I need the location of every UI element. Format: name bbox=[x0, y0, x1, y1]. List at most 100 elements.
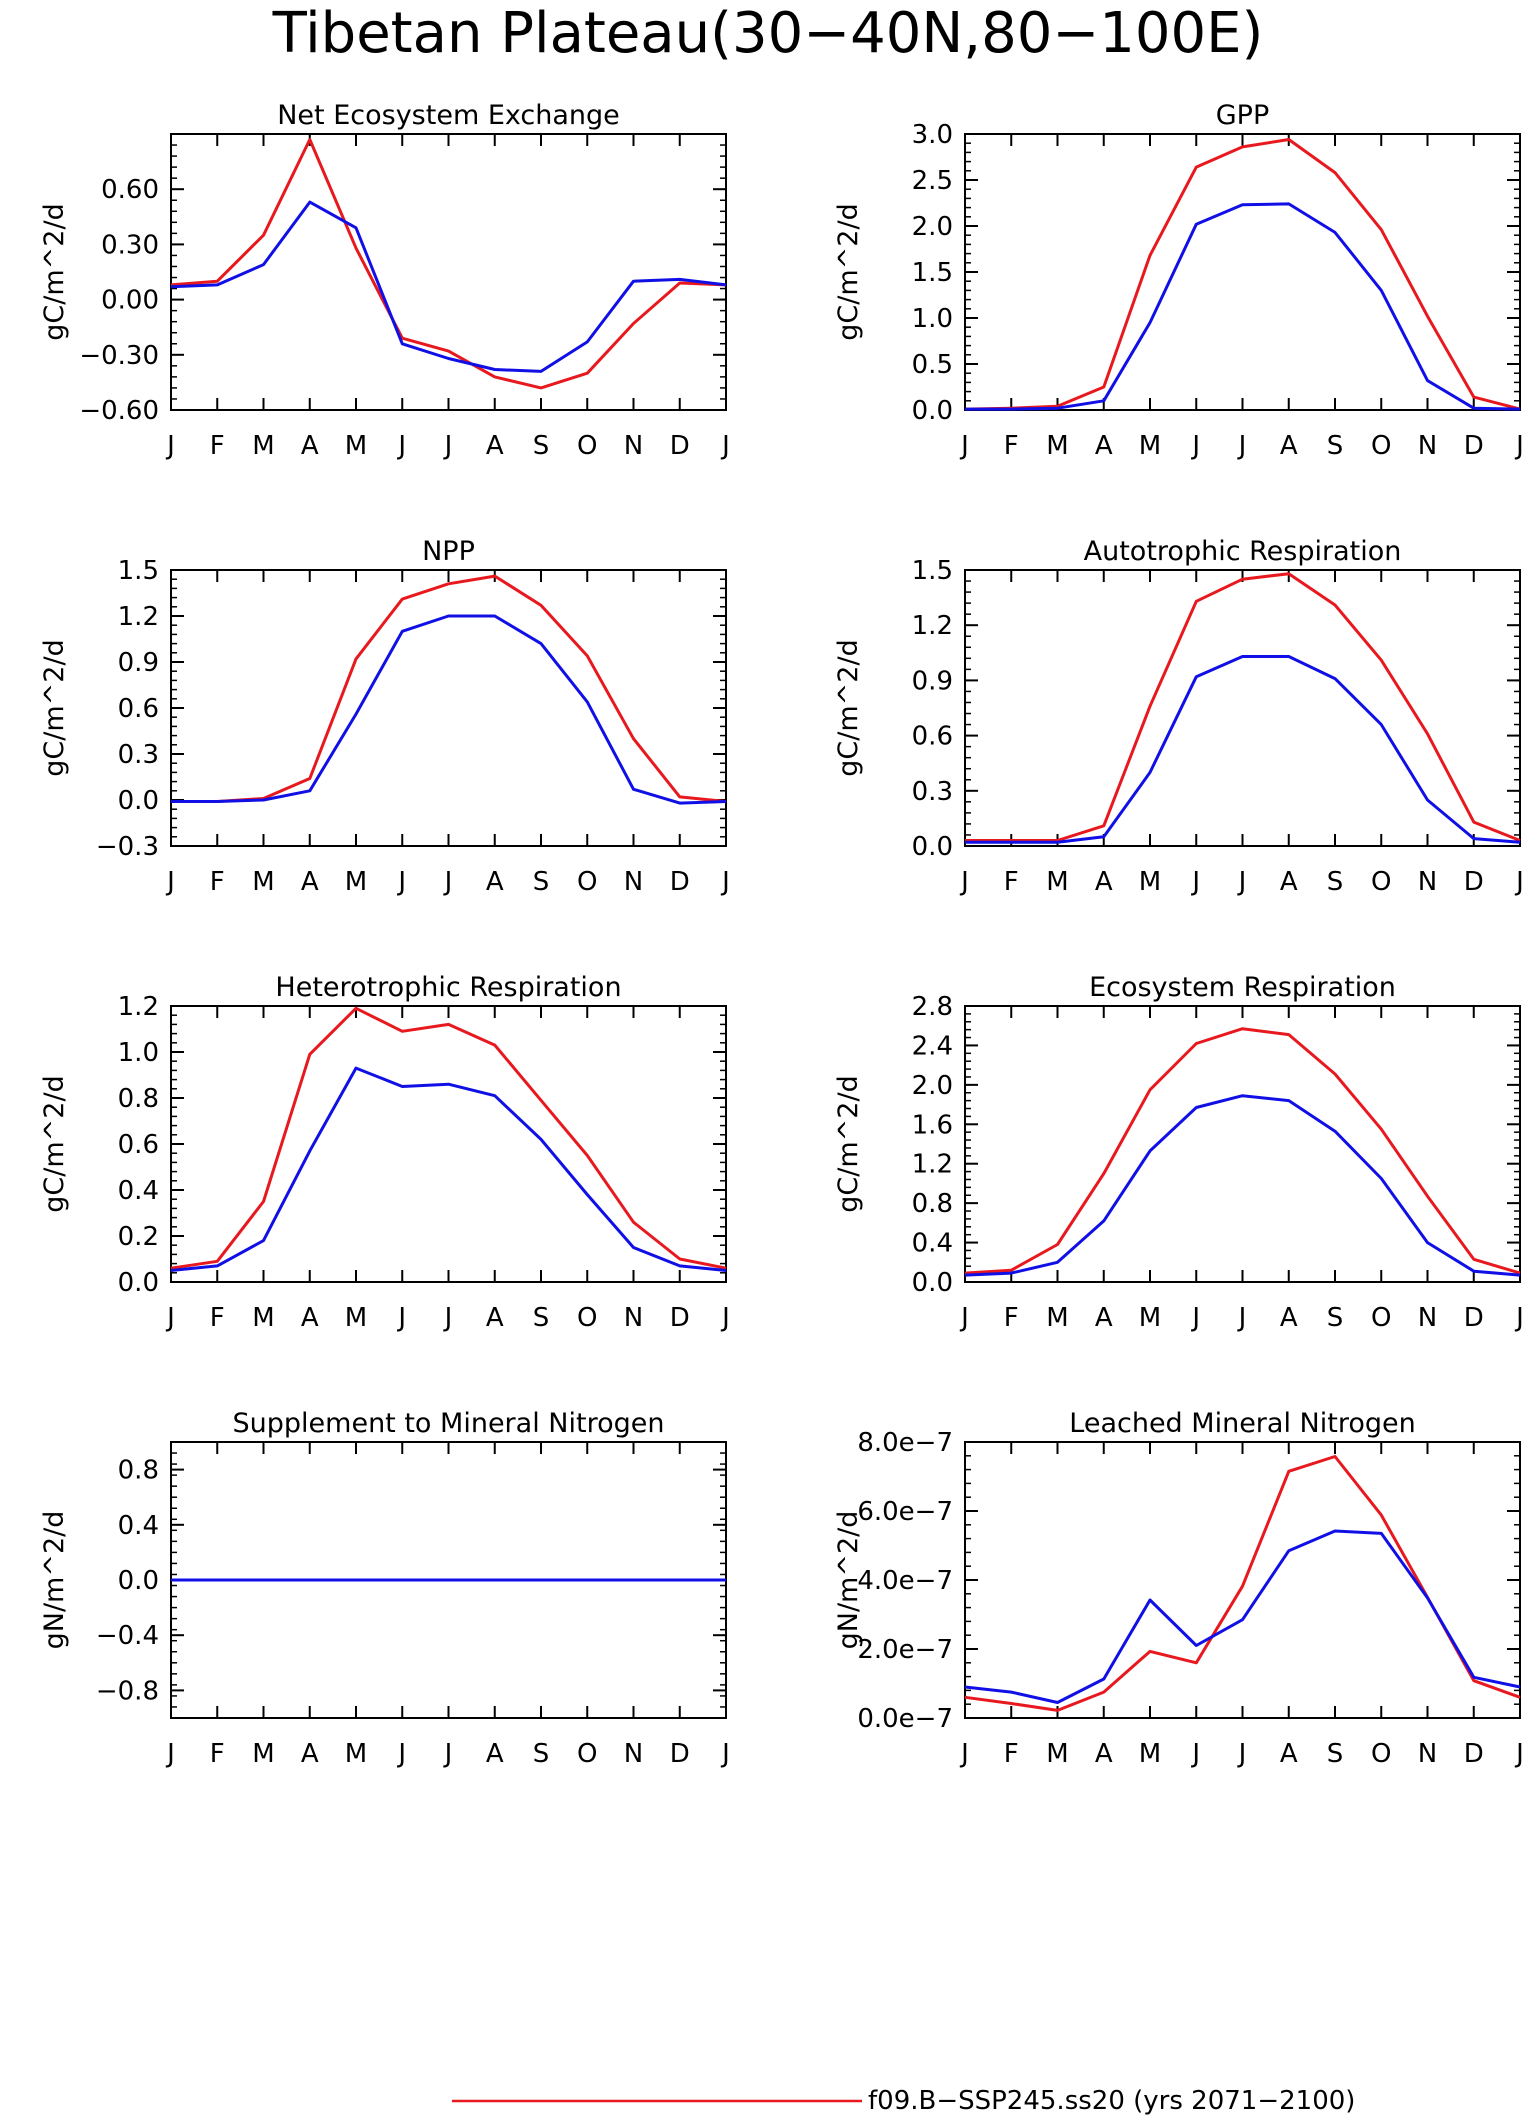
x-tick-label: J bbox=[720, 1303, 730, 1333]
x-tick-label: N bbox=[624, 1739, 643, 1769]
y-tick-label: 0.6 bbox=[118, 694, 159, 724]
x-tick-label: M bbox=[1139, 431, 1161, 461]
y-tick-label: 6.0e−7 bbox=[857, 1497, 953, 1527]
x-tick-label: D bbox=[1464, 867, 1484, 897]
y-tick-label: 4.0e−7 bbox=[857, 1566, 953, 1596]
y-tick-label: −0.30 bbox=[79, 341, 159, 371]
x-tick-label: A bbox=[1280, 431, 1298, 461]
plot-frame bbox=[170, 569, 727, 847]
y-tick-label: 0.0 bbox=[118, 1268, 159, 1298]
x-tick-label: A bbox=[486, 431, 504, 461]
x-tick-label: M bbox=[345, 867, 367, 897]
x-tick-label: J bbox=[1237, 1303, 1247, 1333]
y-tick-label: 0.0 bbox=[912, 396, 953, 426]
panel-title: Ecosystem Respiration bbox=[1089, 972, 1396, 1003]
plot-frame bbox=[964, 1441, 1521, 1719]
series-line-2 bbox=[170, 1066, 727, 1272]
panel-title: Net Ecosystem Exchange bbox=[277, 100, 620, 131]
chart-panel-7: Supplement to Mineral Nitrogen gN/m^2/d J F… bbox=[39, 1408, 730, 1769]
x-tick-label: M bbox=[252, 431, 274, 461]
x-tick-label: J bbox=[1190, 1739, 1200, 1769]
series-line-1 bbox=[170, 1006, 727, 1270]
y-tick-label: 0.5 bbox=[912, 350, 953, 380]
x-tick-label: S bbox=[1327, 1739, 1344, 1769]
x-tick-label: D bbox=[670, 1303, 690, 1333]
y-tick-label: 0.8 bbox=[118, 1084, 159, 1114]
x-tick-label: J bbox=[1514, 431, 1524, 461]
x-tick-label: N bbox=[1418, 1303, 1437, 1333]
x-tick-label: F bbox=[210, 1739, 225, 1769]
series-line-2 bbox=[170, 200, 727, 373]
y-tick-label: 0.9 bbox=[118, 648, 159, 678]
x-tick-label: F bbox=[1004, 1303, 1019, 1333]
x-tick-label: S bbox=[1327, 867, 1344, 897]
y-tick-label: −0.3 bbox=[96, 832, 159, 862]
x-tick-label: N bbox=[1418, 431, 1437, 461]
x-tick-label: J bbox=[396, 1739, 406, 1769]
x-tick-label: A bbox=[1280, 867, 1298, 897]
x-tick-label: D bbox=[1464, 1739, 1484, 1769]
x-tick-label: A bbox=[486, 1739, 504, 1769]
legend-text: f09.B−SSP245.ss20 (yrs 2071−2100) bbox=[868, 2086, 1355, 2116]
series-line-2 bbox=[965, 202, 1521, 411]
x-tick-label: A bbox=[301, 867, 319, 897]
x-tick-label: J bbox=[1237, 1739, 1247, 1769]
x-tick-label: J bbox=[720, 431, 730, 461]
x-tick-label: M bbox=[1046, 1303, 1068, 1333]
x-tick-label: A bbox=[301, 431, 319, 461]
x-tick-label: M bbox=[345, 431, 367, 461]
series-line-1 bbox=[170, 138, 727, 390]
y-tick-label: 0.00 bbox=[101, 286, 159, 316]
x-tick-label: M bbox=[252, 1303, 274, 1333]
y-tick-label: 2.0 bbox=[912, 212, 953, 242]
panel-title: GPP bbox=[1216, 100, 1270, 131]
y-tick-label: 2.0e−7 bbox=[857, 1635, 953, 1665]
x-tick-label: J bbox=[396, 867, 406, 897]
x-tick-label: J bbox=[165, 1739, 175, 1769]
x-tick-label: J bbox=[1514, 867, 1524, 897]
panel-title: NPP bbox=[422, 536, 475, 567]
x-tick-label: J bbox=[1190, 867, 1200, 897]
x-tick-label: A bbox=[1095, 1303, 1113, 1333]
x-tick-label: M bbox=[1046, 867, 1068, 897]
x-tick-label: O bbox=[1371, 1739, 1391, 1769]
y-axis-label: gC/m^2/d bbox=[833, 1075, 864, 1212]
series-line-2 bbox=[964, 1529, 1521, 1704]
x-tick-label: D bbox=[670, 1739, 690, 1769]
y-tick-label: 0.0 bbox=[912, 832, 953, 862]
x-tick-label: D bbox=[670, 867, 690, 897]
x-tick-label: J bbox=[1190, 1303, 1200, 1333]
x-tick-label: N bbox=[624, 867, 643, 897]
x-tick-label: J bbox=[443, 431, 453, 461]
y-tick-label: 2.4 bbox=[912, 1031, 953, 1061]
x-tick-label: N bbox=[1418, 1739, 1437, 1769]
y-tick-label: 0.0 bbox=[118, 786, 159, 816]
x-tick-label: J bbox=[165, 867, 175, 897]
y-tick-label: −0.8 bbox=[96, 1676, 159, 1706]
x-tick-label: N bbox=[624, 431, 643, 461]
x-tick-label: J bbox=[959, 1303, 969, 1333]
x-tick-label: J bbox=[959, 867, 969, 897]
x-tick-label: J bbox=[959, 1739, 969, 1769]
y-axis-label: gN/m^2/d bbox=[833, 1511, 864, 1650]
x-tick-label: O bbox=[577, 1739, 597, 1769]
y-tick-label: 8.0e−7 bbox=[857, 1428, 953, 1458]
y-tick-label: 0.0 bbox=[912, 1268, 953, 1298]
panel-title: Heterotrophic Respiration bbox=[275, 972, 621, 1003]
x-tick-label: J bbox=[1237, 867, 1247, 897]
x-tick-label: M bbox=[1139, 1739, 1161, 1769]
series-line-1 bbox=[964, 1027, 1521, 1275]
x-tick-label: N bbox=[624, 1303, 643, 1333]
x-tick-label: J bbox=[959, 431, 969, 461]
y-axis-label: gC/m^2/d bbox=[39, 203, 70, 340]
x-tick-label: S bbox=[533, 1739, 550, 1769]
y-tick-label: −0.60 bbox=[79, 396, 159, 426]
x-tick-label: F bbox=[1004, 867, 1019, 897]
x-tick-label: A bbox=[301, 1303, 319, 1333]
y-tick-label: 2.0 bbox=[912, 1071, 953, 1101]
x-tick-label: M bbox=[1139, 1303, 1161, 1333]
